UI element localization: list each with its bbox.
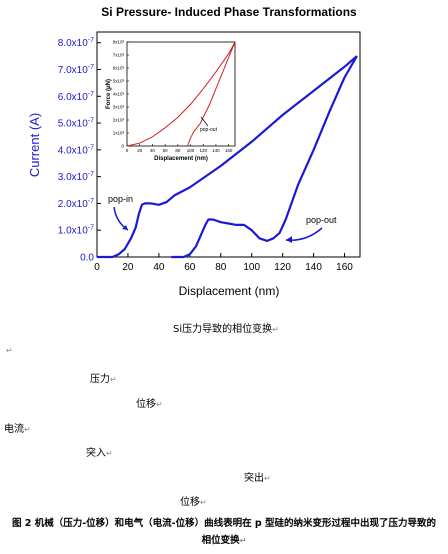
x-tick-label: 100 [243, 262, 260, 273]
x-axis-label: Displacement (nm) [179, 284, 280, 298]
label-force: 压力↵ [90, 374, 117, 385]
x-tick-label: 60 [184, 262, 196, 273]
x-tick-label: 140 [212, 148, 220, 153]
y-tick-label: 4.0x10-7 [58, 144, 94, 156]
figure-caption: 图 2 机械（压力-位移）和电气（电流-位移）曲线表明在 p 型硅的纳米变形过程… [2, 515, 446, 549]
caption-line-2: 相位变换↵ [201, 535, 247, 546]
x-tick-label: 0 [94, 262, 100, 273]
inset-x-axis-label: Displacement (nm) [154, 156, 208, 162]
y-tick-label: 2x10³ [113, 118, 125, 123]
chart-title: Si Pressure- Induced Phase Transformatio… [101, 5, 357, 19]
series-line-1 [186, 41, 236, 147]
blank-line-mark: ↵ [6, 346, 13, 355]
x-tick-label: 160 [336, 262, 353, 273]
series-line-1 [171, 55, 358, 259]
label-displacement-1: 位移↵ [136, 399, 163, 410]
x-tick-label: 60 [163, 148, 169, 153]
series-line-0 [126, 41, 236, 147]
chart: Si Pressure- Induced Phase Transformatio… [27, 5, 361, 298]
y-tick-label: 5.0x10-7 [58, 118, 94, 130]
y-tick-label: 2.0x10-7 [58, 198, 94, 210]
x-tick-label: 40 [150, 148, 156, 153]
y-tick-label: 8x10³ [113, 40, 125, 45]
x-tick-label: 40 [153, 262, 165, 273]
x-tick-label: 20 [122, 262, 134, 273]
y-tick-label: 3.0x10-7 [58, 171, 94, 183]
y-tick-label: 8.0x10-7 [58, 37, 94, 49]
x-tick-label: 120 [274, 262, 291, 273]
x-tick-label: 120 [199, 148, 207, 153]
x-tick-label: 20 [137, 148, 143, 153]
annotation-pop-in-arrowhead [122, 225, 128, 230]
y-tick-label: 1x10³ [113, 131, 125, 136]
label-pop-out: 突出↵ [244, 473, 271, 484]
x-tick-label: 160 [225, 148, 233, 153]
y-tick-label: 0.0 [80, 253, 94, 264]
inset-frame [126, 41, 236, 147]
x-tick-label: 140 [305, 262, 322, 273]
inset-annotation-pop-out: pop-out [200, 127, 218, 133]
inset-chart: 0 20 40 60 80 100 120 140 160 0 1x10³ 2x10³ 3x10³ 4x1… [106, 40, 236, 162]
y-tick-label: 1.0x10-7 [58, 225, 94, 237]
y-tick-label: 7x10³ [113, 53, 125, 58]
label-current: 电流↵ [4, 424, 31, 435]
y-tick-label: 0 [121, 144, 124, 149]
chart-subtitle: Si压力导致的相位变换↵ [173, 324, 279, 335]
annotation-pop-in: pop-in [108, 194, 133, 204]
series-line-0 [97, 55, 358, 259]
x-tick-label: 80 [215, 262, 227, 273]
label-pop-in: 突入↵ [86, 448, 113, 459]
caption-line-1: 图 2 机械（压力-位移）和电气（电流-位移）曲线表明在 p 型硅的纳米变形过程… [11, 518, 437, 529]
inset-y-axis-label: Force (μN) [106, 79, 112, 109]
y-axis-label: Current (A) [27, 113, 42, 177]
annotation-pop-out: pop-out [306, 215, 337, 225]
y-tick-label: 7.0x10-7 [58, 64, 94, 76]
annotation-pop-out-arrowhead [286, 236, 292, 243]
y-tick-label: 6.0x10-7 [58, 91, 94, 103]
y-tick-label: 4x10³ [113, 92, 125, 97]
x-tick-label: 80 [175, 148, 181, 153]
plot-frame [96, 31, 361, 258]
y-tick-label: 5x10³ [113, 79, 125, 84]
y-tick-label: 3x10³ [113, 105, 125, 110]
label-displacement-2: 位移↵ [180, 497, 207, 508]
y-tick-label: 6x10³ [113, 66, 125, 71]
x-tick-label: 100 [187, 148, 195, 153]
inset-annotation-arrow [200, 116, 209, 127]
x-tick-label: 0 [126, 148, 129, 153]
